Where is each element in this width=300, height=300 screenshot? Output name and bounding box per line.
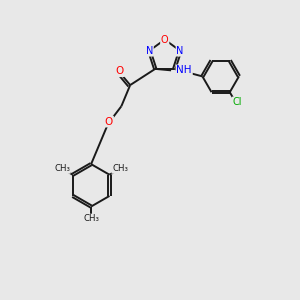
Text: O: O (105, 117, 113, 127)
Text: O: O (116, 66, 124, 76)
Text: N: N (176, 46, 184, 56)
Text: N: N (146, 46, 153, 56)
Text: CH₃: CH₃ (112, 164, 128, 173)
Text: O: O (161, 34, 169, 45)
Text: CH₃: CH₃ (83, 214, 99, 224)
Text: CH₃: CH₃ (54, 164, 70, 173)
Text: Cl: Cl (232, 98, 242, 107)
Text: NH: NH (176, 65, 192, 75)
